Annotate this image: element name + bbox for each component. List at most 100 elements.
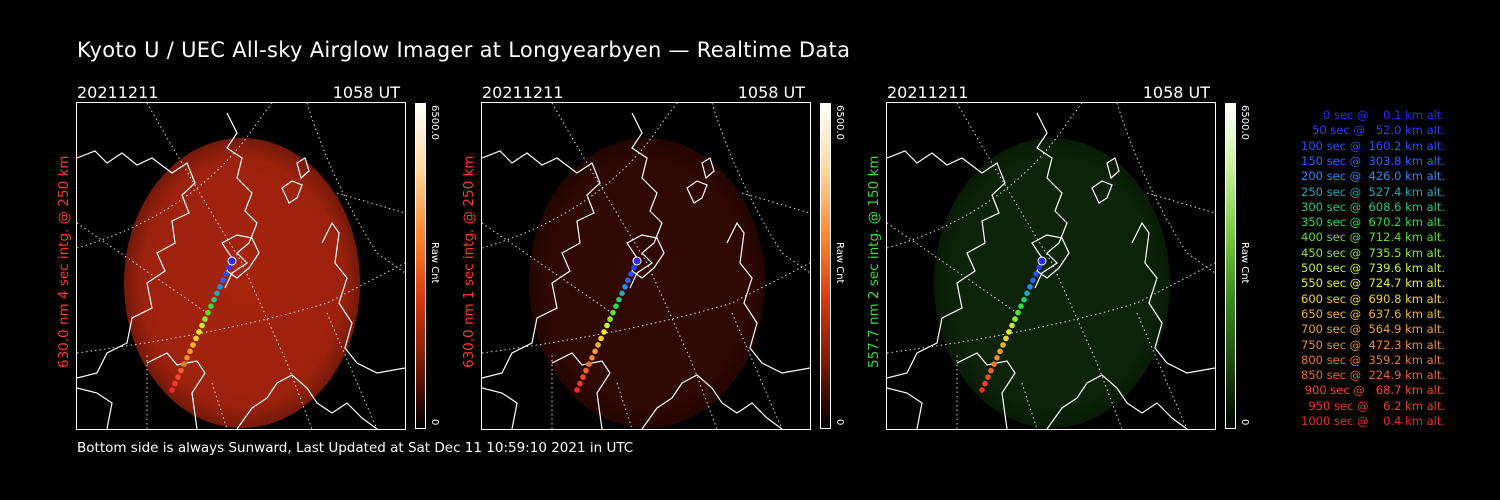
trajectory-point [994, 355, 1000, 361]
grid-line [482, 222, 613, 314]
coastline [956, 352, 1016, 429]
legend-row: 300 sec @ 608.6 km alt. [1301, 199, 1445, 214]
panel-1-time: 1058 UT [332, 83, 400, 102]
legend-row: 1000 sec @ 0.4 km alt. [1301, 414, 1445, 428]
legend-row: 100 sec @ 160.2 km alt. [1301, 138, 1445, 153]
trajectory-point [223, 271, 229, 277]
coastline [1034, 112, 1068, 289]
legend-row: 200 sec @ 426.0 km alt. [1301, 169, 1445, 184]
trajectory-point [178, 367, 184, 374]
trajectory-point [1037, 256, 1047, 266]
coastline [1046, 374, 1188, 429]
legend-row: 500 sec @ 739.6 km alt. [1301, 261, 1445, 275]
panel-2-colorbar-max: 6500.0 [834, 105, 845, 140]
coastline [482, 150, 601, 379]
trajectory-point [187, 348, 193, 355]
legend-row: 900 sec @ 68.7 km alt. [1304, 383, 1445, 398]
trajectory-point [592, 348, 598, 355]
trajectory-point [1033, 271, 1039, 277]
trajectory-point [595, 342, 601, 348]
panel-1-sky-svg [77, 103, 405, 429]
grid-line [336, 192, 405, 214]
trajectory-point [1012, 316, 1018, 322]
panel-3-colorbar-min: 0 [1239, 419, 1250, 426]
coastline [146, 352, 206, 429]
trajectory-point [982, 380, 988, 387]
panel-3-time: 1058 UT [1142, 83, 1210, 102]
coastline [887, 150, 1006, 379]
panel-3-colorbar [1225, 103, 1236, 429]
trajectory-point [979, 387, 985, 393]
coastline [321, 221, 405, 374]
panel-2-date: 20211211 [482, 83, 564, 102]
trajectory-point [598, 335, 604, 342]
legend-row: 800 sec @ 359.2 km alt. [1301, 352, 1445, 367]
coastline [236, 374, 378, 429]
trajectory-point [985, 374, 991, 380]
trajectory-point [574, 387, 580, 393]
sky-glow [934, 138, 1170, 428]
trajectory-point [1024, 290, 1030, 297]
grid-line [887, 262, 1215, 354]
trajectory-point [1009, 322, 1015, 329]
legend-row: 450 sec @ 735.5 km alt. [1301, 245, 1445, 260]
trajectory-point [205, 309, 211, 316]
trajectory-point [181, 361, 187, 368]
panel-2-colorbar-unit: Raw Cnt [834, 242, 845, 284]
legend-row: 0 sec @ 0.1 km alt. [1322, 108, 1445, 122]
grid-line [77, 262, 405, 354]
grid-line [956, 103, 1123, 429]
trajectory-point [1015, 309, 1021, 316]
trajectory-point [1030, 277, 1036, 284]
trajectory-point [169, 387, 175, 393]
panel-1-colorbar [415, 103, 426, 429]
trajectory-point [1018, 303, 1024, 309]
trajectory-point [190, 342, 196, 348]
trajectory-point [589, 355, 595, 361]
trajectory-point [202, 316, 208, 322]
trajectory-point [184, 355, 190, 361]
trajectory-point [1006, 329, 1012, 335]
trajectory-point [580, 374, 586, 380]
coastline [224, 112, 258, 289]
panel-3-wavelength-label: 557.7 nm 2 sec intg. @ 150 km [866, 155, 882, 368]
trajectory-point [622, 284, 628, 290]
panel-1-date: 20211211 [77, 83, 159, 102]
trajectory-point [613, 303, 619, 309]
panel-2-wavelength-label: 630.0 nm 1 sec intg. @ 250 km [461, 155, 477, 368]
panel-1-colorbar-unit: Raw Cnt [429, 242, 440, 284]
coastline [551, 352, 611, 429]
grid-line [326, 312, 378, 429]
trajectory-point [991, 361, 997, 368]
trajectory-point [1027, 284, 1033, 290]
grid-line [146, 103, 313, 429]
trajectory-point [607, 316, 613, 322]
grid-line [77, 103, 273, 249]
footer-status: Bottom side is always Sunward, Last Upda… [77, 440, 634, 456]
panel-2-image [481, 102, 811, 430]
island-outline [686, 180, 708, 204]
sky-glow [529, 138, 765, 428]
trajectory-point [619, 290, 625, 297]
trajectory-point [616, 296, 622, 303]
legend-row: 600 sec @ 690.8 km alt. [1301, 291, 1445, 306]
trajectory-point [628, 271, 634, 277]
grid-line [1136, 312, 1188, 429]
trajectory-point [208, 303, 214, 309]
trajectory-point [217, 284, 223, 290]
grid-line [731, 312, 783, 429]
coastline [641, 374, 783, 429]
legend-row: 950 sec @ 6.2 km alt. [1308, 398, 1445, 413]
legend-row: 550 sec @ 724.7 km alt. [1301, 276, 1445, 291]
coastline [77, 150, 196, 379]
panel-1-image [76, 102, 406, 430]
panel-3-image [886, 102, 1216, 430]
trajectory-point [220, 277, 226, 284]
legend-row: 700 sec @ 564.9 km alt. [1301, 322, 1445, 337]
grid-line [551, 103, 718, 429]
legend-row: 650 sec @ 637.6 km alt. [1301, 306, 1445, 321]
coastline [1131, 221, 1215, 374]
grid-line [482, 262, 810, 354]
trajectory-point [199, 322, 205, 329]
trajectory-point [211, 296, 217, 303]
